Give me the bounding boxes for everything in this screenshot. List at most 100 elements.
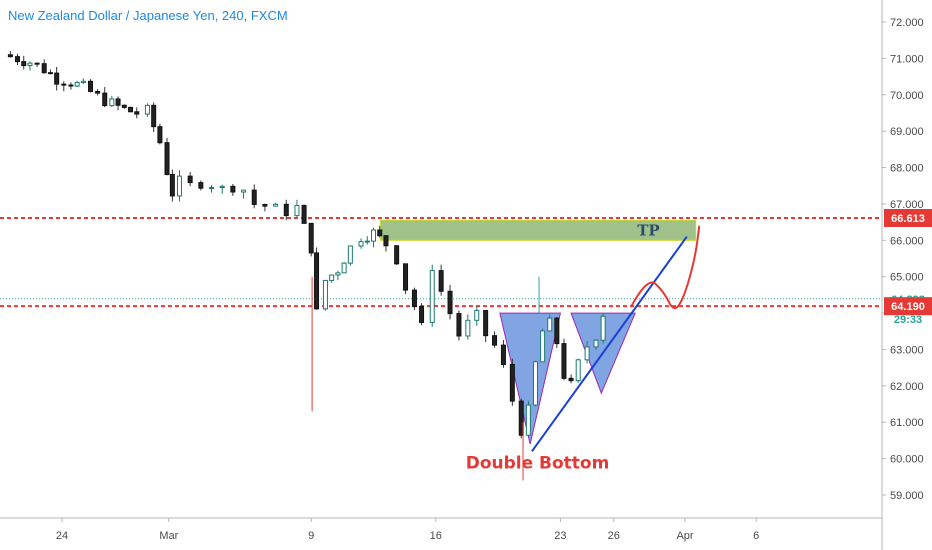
candle-body[interactable]: [115, 98, 121, 106]
candle-body[interactable]: [209, 187, 215, 190]
candle-body[interactable]: [532, 361, 538, 406]
candle-body[interactable]: [54, 72, 60, 85]
candle-body[interactable]: [358, 241, 364, 247]
candle-body[interactable]: [164, 142, 170, 176]
candle-body[interactable]: [219, 185, 225, 189]
y-tick-label: 70.000: [890, 90, 924, 102]
candle-body[interactable]: [87, 80, 93, 92]
candle-body[interactable]: [403, 263, 409, 291]
candle-body[interactable]: [169, 174, 175, 197]
candle-body[interactable]: [61, 83, 67, 86]
y-tick-label: 59.000: [890, 490, 924, 502]
price-badge-64190-bg: [884, 297, 932, 316]
candle-body[interactable]: [273, 203, 279, 207]
candle-body[interactable]: [95, 90, 101, 94]
candle-body[interactable]: [377, 229, 383, 237]
candle-body[interactable]: [230, 185, 236, 193]
candle-body[interactable]: [547, 317, 553, 332]
candle-body[interactable]: [411, 289, 417, 308]
candle-body[interactable]: [335, 272, 341, 276]
candle-body[interactable]: [561, 343, 567, 379]
projection-curve: [630, 225, 701, 310]
candle-body[interactable]: [322, 279, 328, 310]
y-tick-label: 66.000: [890, 235, 924, 247]
candle-body[interactable]: [308, 222, 314, 254]
candle-body[interactable]: [438, 270, 444, 292]
price-badge-66613-bg: [884, 209, 932, 228]
candle-body[interactable]: [314, 252, 320, 310]
support-trendline: [531, 236, 688, 452]
candle-body[interactable]: [364, 240, 370, 243]
candle-body[interactable]: [554, 317, 560, 345]
candle-body[interactable]: [518, 400, 524, 436]
double-bottom-label: Double Bottom: [466, 453, 610, 473]
x-tick-label: 9: [308, 530, 314, 542]
candle-body[interactable]: [121, 104, 127, 108]
x-tick-label: 6: [753, 530, 759, 542]
x-tick-label: Mar: [159, 530, 178, 542]
y-tick-label: 60.000: [890, 454, 924, 466]
candle-body[interactable]: [41, 63, 47, 74]
candle-body[interactable]: [128, 106, 134, 113]
candle-body[interactable]: [600, 315, 606, 341]
y-tick-label: 71.000: [890, 53, 924, 65]
candle-body[interactable]: [251, 189, 257, 205]
candle-body[interactable]: [176, 175, 182, 197]
price-badge-66613: 66.613: [891, 213, 925, 225]
candle-body[interactable]: [241, 189, 247, 193]
candle-body[interactable]: [540, 330, 546, 363]
candle-body[interactable]: [144, 104, 150, 115]
y-tick-label: 65.000: [890, 272, 924, 284]
candle-body[interactable]: [500, 344, 506, 365]
candle-body[interactable]: [7, 54, 13, 58]
y-tick-label: 68.000: [890, 163, 924, 175]
candle-body[interactable]: [447, 290, 453, 315]
candle-body[interactable]: [492, 335, 498, 346]
candle-body[interactable]: [419, 306, 425, 323]
candle-body[interactable]: [371, 229, 376, 242]
candle-body[interactable]: [341, 262, 347, 274]
candle-body[interactable]: [509, 363, 515, 402]
candle-body[interactable]: [347, 245, 353, 264]
candle-body[interactable]: [198, 182, 204, 189]
candle-body[interactable]: [329, 274, 335, 281]
candle-body[interactable]: [34, 62, 40, 65]
candle-body[interactable]: [294, 205, 300, 217]
x-tick-label: 23: [554, 530, 566, 542]
candle-body[interactable]: [134, 111, 140, 115]
x-tick-label: 24: [56, 530, 68, 542]
candle-body[interactable]: [157, 126, 163, 144]
candle-body[interactable]: [584, 346, 590, 361]
candle-body[interactable]: [394, 245, 400, 265]
tp-label: TP: [637, 221, 659, 239]
candle-body[interactable]: [474, 309, 480, 321]
candle-body[interactable]: [27, 62, 33, 67]
candle-body[interactable]: [151, 104, 157, 128]
candle-body[interactable]: [21, 61, 27, 67]
candle-body[interactable]: [74, 82, 80, 87]
candle-body[interactable]: [383, 235, 389, 247]
candle-body[interactable]: [47, 72, 53, 75]
candle-body[interactable]: [68, 84, 74, 87]
candle-body[interactable]: [301, 205, 307, 224]
candle-body[interactable]: [568, 377, 574, 382]
y-tick-label: 72.000: [890, 17, 924, 29]
candle-body[interactable]: [483, 309, 489, 337]
candle-body[interactable]: [102, 92, 108, 107]
candle-body[interactable]: [465, 319, 471, 337]
candle-body[interactable]: [456, 313, 462, 337]
y-tick-label: 61.000: [890, 417, 924, 429]
candle-body[interactable]: [187, 175, 193, 184]
candle-body[interactable]: [429, 270, 435, 323]
candle-body[interactable]: [525, 404, 531, 436]
candle-body[interactable]: [15, 56, 20, 63]
candle-body[interactable]: [262, 203, 268, 207]
candle-body[interactable]: [109, 98, 115, 107]
x-tick-label: Apr: [676, 530, 693, 542]
candle-body[interactable]: [283, 203, 289, 217]
candle-body[interactable]: [80, 80, 86, 84]
candle-body[interactable]: [575, 359, 581, 382]
candle-body[interactable]: [593, 339, 599, 348]
double-bottom-triangle: [499, 312, 562, 445]
